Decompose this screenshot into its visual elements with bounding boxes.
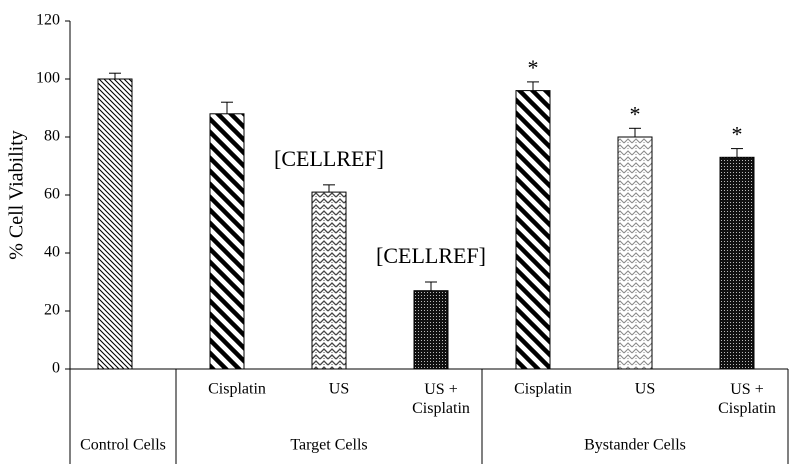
x-tick-label: Cisplatin [514,381,572,398]
y-tick-label: 100 [36,70,60,87]
group-label: Bystander Cells [584,437,686,454]
y-tick-label: 60 [44,186,60,203]
bar [413,290,449,370]
bar [719,156,755,370]
y-tick-label: 80 [44,128,60,145]
group-label: Target Cells [290,437,367,454]
x-tick-label: Cisplatin [208,381,266,398]
bar [515,90,551,370]
x-tick-label: US + Cisplatin [718,381,776,417]
bar-annotation: * [732,122,743,147]
bar-annotation: [CELLREF] [274,146,384,171]
x-tick-label: US [635,381,655,398]
bar [97,78,133,370]
bar-annotation: [CELLREF] [376,243,486,268]
x-tick-label: US + Cisplatin [412,381,470,417]
y-tick-label: 40 [44,244,60,261]
bar-annotation: * [528,55,539,80]
bar [209,113,245,370]
bar-annotation: * [630,101,641,126]
y-tick-label: 0 [52,360,60,377]
y-tick-label: 20 [44,302,60,319]
bar [617,136,653,370]
bar [311,191,347,370]
group-label: Control Cells [80,437,166,454]
x-tick-label: US [329,381,349,398]
y-tick-label: 120 [36,12,60,29]
y-axis-title: % Cell Viability [6,130,28,260]
